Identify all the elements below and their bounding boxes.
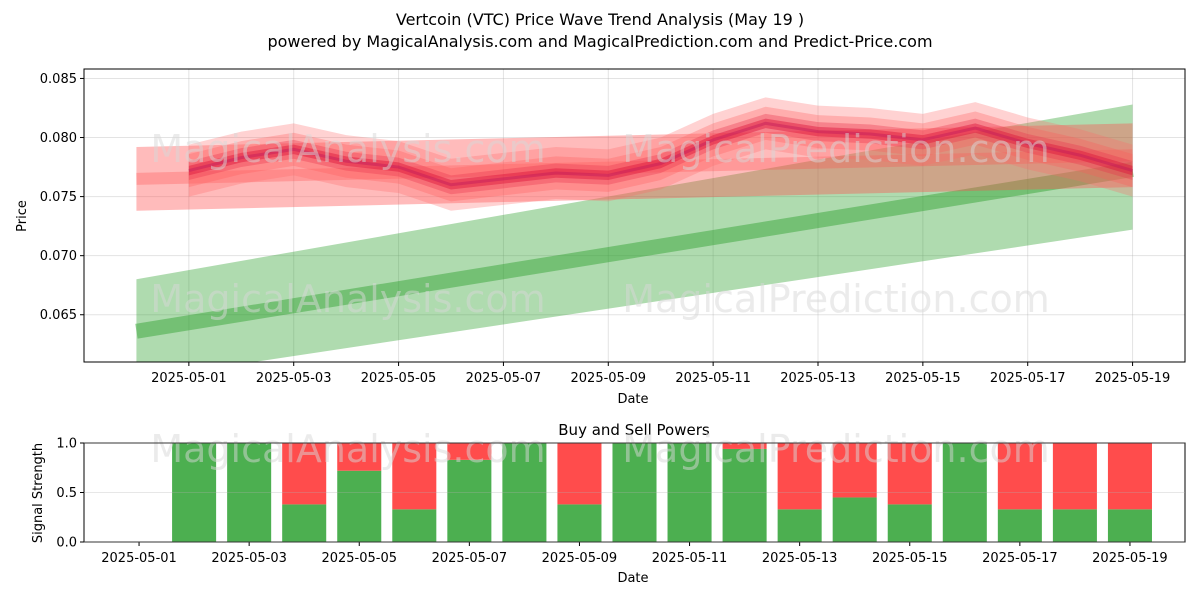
signal-axes: 2025-05-01 2025-05-03 2025-05-05 2025-05-07… bbox=[56, 437, 1185, 566]
buy-bar bbox=[832, 497, 877, 542]
signal-x-tick-label: 2025-05-01 bbox=[101, 551, 177, 566]
sell-bar bbox=[447, 443, 492, 460]
price-y-tick-label: 0.085 bbox=[40, 72, 77, 87]
signal-x-tick-label: 2025-05-03 bbox=[211, 551, 287, 566]
buy-bar bbox=[172, 443, 217, 542]
watermark-prediction-2: MagicalPrediction.com bbox=[622, 277, 1050, 321]
price-panel: MagicalAnalysis.com MagicalPrediction.co… bbox=[15, 68, 1186, 407]
buy-bar bbox=[1107, 509, 1152, 542]
price-x-tick-label: 2025-05-05 bbox=[361, 371, 437, 386]
bull-trend-center bbox=[135, 162, 1134, 339]
buy-bar bbox=[942, 443, 987, 542]
sell-bar bbox=[282, 443, 327, 505]
sell-bar bbox=[777, 443, 822, 510]
price-x-axis-label: Date bbox=[617, 392, 648, 407]
price-grid bbox=[84, 69, 1185, 362]
signal-bars bbox=[172, 443, 1152, 542]
buy-bar bbox=[502, 443, 547, 542]
watermark-prediction-3: MagicalPrediction.com bbox=[622, 427, 1050, 471]
signal-y-tick-label: 0.5 bbox=[56, 486, 77, 501]
watermark-analysis-1: MagicalAnalysis.com bbox=[150, 127, 545, 171]
price-x-tick-label: 2025-05-09 bbox=[571, 371, 647, 386]
sell-bar bbox=[887, 443, 932, 505]
sell-bar bbox=[997, 443, 1042, 510]
signal-title: Buy and Sell Powers bbox=[558, 421, 710, 439]
wave-band-3 bbox=[188, 113, 1133, 195]
buy-bar bbox=[447, 459, 492, 542]
signal-y-tick-label: 0.0 bbox=[56, 536, 77, 551]
wave-band-2 bbox=[188, 106, 1133, 202]
buy-bar bbox=[722, 448, 767, 542]
bear-trend-center bbox=[136, 149, 1133, 185]
chart-subtitle: powered by MagicalAnalysis.com and Magic… bbox=[267, 32, 933, 51]
wave-band-1 bbox=[188, 97, 1133, 211]
signal-x-tick-label: 2025-05-17 bbox=[982, 551, 1058, 566]
signal-y-tick-label: 1.0 bbox=[56, 437, 77, 452]
watermark-prediction-1: MagicalPrediction.com bbox=[622, 127, 1050, 171]
signal-x-tick-label: 2025-05-19 bbox=[1092, 551, 1168, 566]
sell-bar bbox=[832, 443, 877, 498]
price-y-tick-label: 0.075 bbox=[40, 190, 77, 205]
signal-x-axis-label: Date bbox=[617, 571, 648, 586]
buy-bar bbox=[887, 504, 932, 542]
price-marks bbox=[135, 97, 1134, 362]
signal-x-tick-label: 2025-05-15 bbox=[872, 551, 948, 566]
wave-line bbox=[188, 121, 1133, 187]
buy-bar bbox=[612, 443, 657, 542]
sell-bar bbox=[722, 443, 767, 449]
signal-x-tick-label: 2025-05-07 bbox=[432, 551, 508, 566]
sell-bar bbox=[1052, 443, 1097, 510]
price-y-tick-label: 0.065 bbox=[40, 308, 77, 323]
watermark-analysis-3: MagicalAnalysis.com bbox=[150, 427, 545, 471]
price-x-tick-label: 2025-05-13 bbox=[780, 371, 856, 386]
sell-bar bbox=[337, 443, 382, 471]
price-x-tick-label: 2025-05-07 bbox=[466, 371, 542, 386]
price-x-tick-label: 2025-05-03 bbox=[256, 371, 332, 386]
price-x-tick-label: 2025-05-11 bbox=[675, 371, 751, 386]
buy-bar bbox=[997, 509, 1042, 542]
price-axes: 2025-05-01 2025-05-03 2025-05-05 2025-05-07… bbox=[40, 72, 1171, 386]
buy-bar bbox=[227, 443, 272, 542]
bull-trend-band bbox=[136, 104, 1133, 362]
signal-panel: Buy and Sell Powers MagicalAnalysis.com … bbox=[31, 421, 1186, 586]
buy-bar bbox=[392, 509, 437, 542]
price-x-tick-label: 2025-05-17 bbox=[990, 371, 1066, 386]
buy-bar bbox=[337, 470, 382, 542]
price-y-tick-label: 0.080 bbox=[40, 131, 77, 146]
chart-title: Vertcoin (VTC) Price Wave Trend Analysis… bbox=[395, 10, 805, 29]
price-x-tick-label: 2025-05-15 bbox=[885, 371, 961, 386]
signal-x-tick-label: 2025-05-09 bbox=[542, 551, 618, 566]
price-frame bbox=[83, 68, 1186, 363]
signal-x-tick-label: 2025-05-13 bbox=[762, 551, 838, 566]
signal-x-tick-label: 2025-05-11 bbox=[652, 551, 728, 566]
sell-bar bbox=[392, 443, 437, 510]
price-y-axis-label: Price bbox=[15, 200, 30, 232]
price-x-tick-label: 2025-05-19 bbox=[1095, 371, 1171, 386]
sell-bar bbox=[1107, 443, 1152, 510]
signal-y-axis-label: Signal Strength bbox=[31, 443, 46, 543]
sell-bar bbox=[557, 443, 602, 505]
price-y-tick-label: 0.070 bbox=[40, 249, 77, 264]
wave-band-4 bbox=[188, 118, 1133, 190]
price-x-tick-label: 2025-05-01 bbox=[151, 371, 227, 386]
signal-x-tick-label: 2025-05-05 bbox=[321, 551, 397, 566]
bear-trend-band bbox=[136, 123, 1133, 211]
buy-bar bbox=[667, 443, 712, 542]
watermark-analysis-2: MagicalAnalysis.com bbox=[150, 277, 545, 321]
buy-bar bbox=[557, 504, 602, 542]
buy-bar bbox=[777, 509, 822, 542]
buy-bar bbox=[1052, 509, 1097, 542]
buy-bar bbox=[282, 504, 327, 542]
